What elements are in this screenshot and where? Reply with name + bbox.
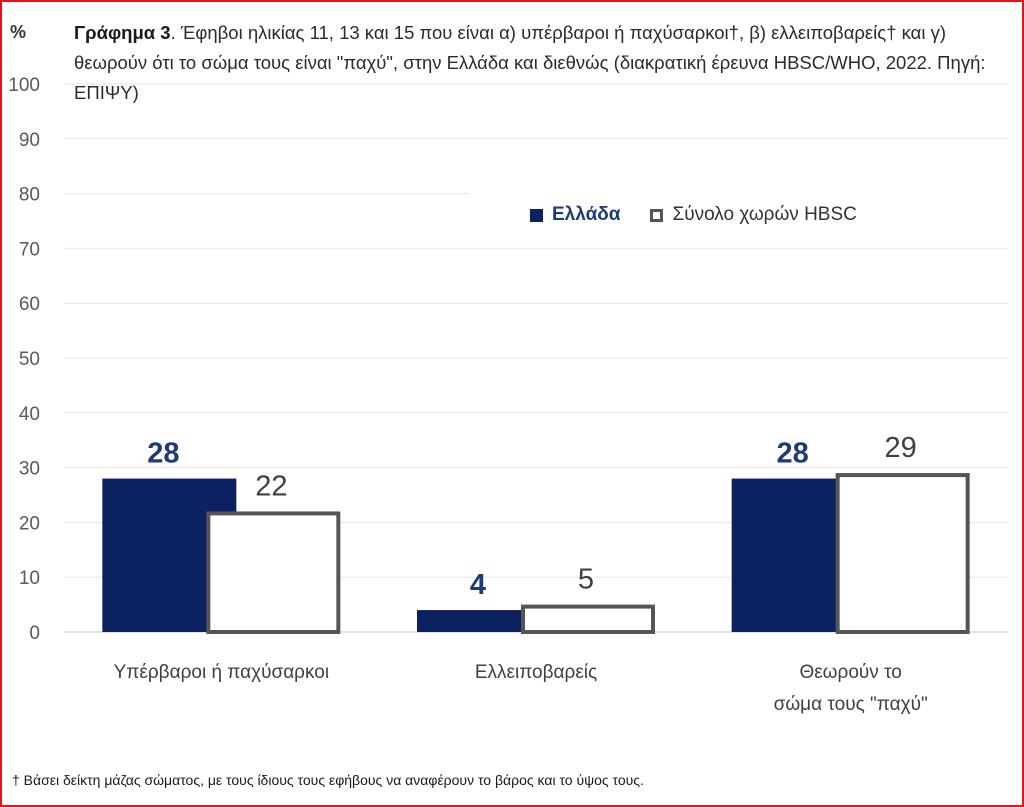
y-tick-label-0: 0 bbox=[29, 623, 40, 644]
category-label-line: Θεωρούν το bbox=[799, 662, 901, 683]
category-label-line: σώμα τους "παχύ" bbox=[774, 694, 928, 715]
category-label-line: Ελλειποβαρείς bbox=[475, 662, 597, 683]
y-tick-label-50: 50 bbox=[19, 349, 40, 370]
chart-title-label: Γράφημα 3 bbox=[74, 22, 171, 43]
y-tick-label-100: 100 bbox=[8, 75, 40, 96]
legend-item-greece: Ελλάδα bbox=[530, 204, 620, 226]
data-label-hbsc-1: 5 bbox=[578, 564, 594, 596]
legend-swatch-greece bbox=[530, 208, 543, 222]
data-label-hbsc-2: 29 bbox=[885, 432, 917, 464]
y-tick-label-80: 80 bbox=[19, 185, 40, 206]
data-label-greece-1: 4 bbox=[470, 569, 486, 601]
category-label-2: Θεωρούν το σώμα τους "παχύ" bbox=[774, 662, 928, 715]
category-label-0: Υπέρβαροι ή παχύσαρκοι bbox=[114, 662, 329, 683]
data-label-greece-0: 28 bbox=[147, 438, 179, 470]
y-tick-label-60: 60 bbox=[19, 294, 40, 315]
legend-label-hbsc: Σύνολο χωρών HBSC bbox=[672, 204, 857, 225]
footnote: † Βάσει δείκτη μάζας σώματος, με τους ίδ… bbox=[12, 772, 644, 788]
y-tick-label-30: 30 bbox=[19, 459, 40, 480]
y-axis-unit: % bbox=[10, 22, 27, 42]
legend-swatch-hbsc bbox=[650, 208, 664, 222]
y-tick-label-90: 90 bbox=[19, 130, 40, 151]
y-tick-label-20: 20 bbox=[19, 513, 40, 534]
data-label-hbsc-0: 22 bbox=[255, 470, 287, 502]
bar-hbsc-1 bbox=[521, 604, 655, 634]
legend-label-greece: Ελλάδα bbox=[552, 204, 621, 225]
category-label-line: Υπέρβαροι ή παχύσαρκοι bbox=[114, 662, 329, 683]
bar-hbsc-0 bbox=[206, 511, 341, 634]
data-label-greece-2: 28 bbox=[777, 438, 809, 470]
bar-greece-1 bbox=[417, 610, 551, 632]
category-label-1: Ελλειποβαρείς bbox=[475, 662, 597, 683]
y-tick-label-40: 40 bbox=[19, 404, 40, 425]
bar-hbsc-2 bbox=[835, 473, 970, 634]
y-tick-label-10: 10 bbox=[19, 568, 40, 589]
y-tick-label-70: 70 bbox=[19, 239, 40, 260]
chart-title-text: . Έφηβοι ηλικίας 11, 13 και 15 που είναι… bbox=[74, 22, 986, 103]
chart-title: Γράφημα 3. Έφηβοι ηλικίας 11, 13 και 15 … bbox=[74, 18, 1014, 108]
legend-item-hbsc: Σύνολο χωρών HBSC bbox=[650, 204, 857, 226]
chart-legend: Ελλάδα Σύνολο χωρών HBSC bbox=[530, 204, 887, 226]
